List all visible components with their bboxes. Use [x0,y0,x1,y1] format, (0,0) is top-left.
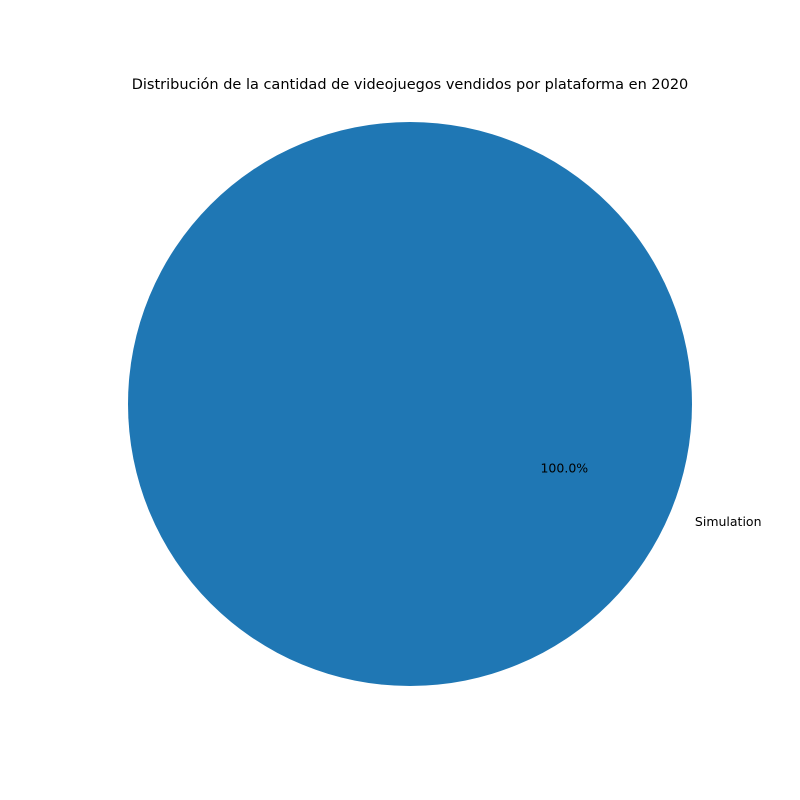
slice-percent-label: 100.0% [540,460,588,475]
slice-label: Simulation [695,514,762,529]
chart-title: Distribución de la cantidad de videojueg… [132,77,689,93]
pie-slice-simulation [128,122,692,686]
pie-labels: Simulation 100.0% [540,460,761,529]
pie-slices [128,122,692,686]
